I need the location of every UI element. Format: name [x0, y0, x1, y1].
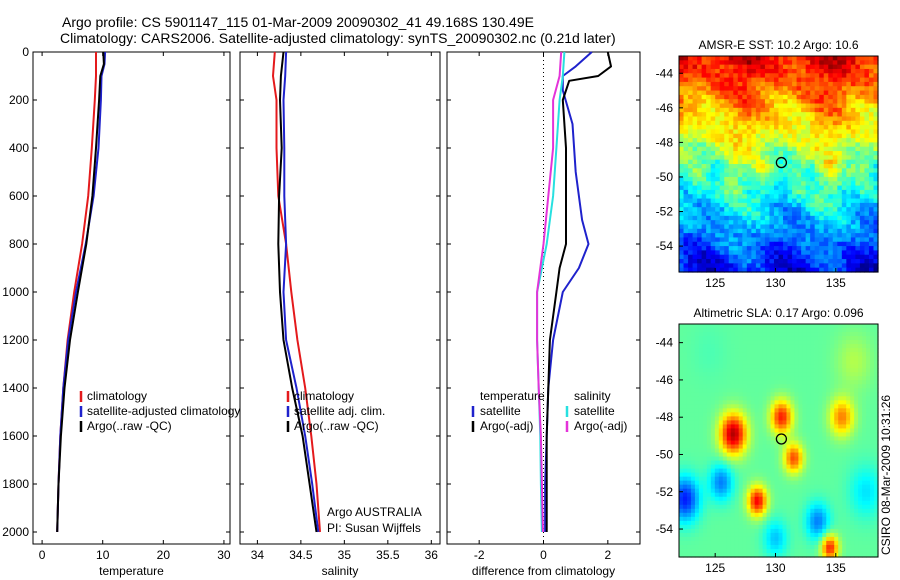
x-tick-label: 135 [826, 561, 846, 575]
legend-label: satellite [480, 404, 521, 418]
x-axis-label: salinity [322, 564, 359, 578]
legend-label: satellite-adjusted climatology [87, 404, 240, 418]
map-frame [678, 55, 879, 273]
x-tick-label: 20 [157, 548, 171, 562]
x-tick-label: 35.5 [376, 548, 400, 562]
legend-group-heading: salinity [574, 389, 611, 403]
y-tick-label: 1200 [2, 333, 29, 347]
x-tick-label: -2 [474, 548, 485, 562]
map-frame [678, 323, 879, 558]
y-tick-label: -46 [656, 373, 674, 387]
csiro-timestamp: CSIRO 08-Mar-2009 10:31:26 [879, 395, 893, 555]
series-line-climatology [272, 51, 321, 533]
x-tick-label: 36 [425, 548, 439, 562]
sla-map-panel: Altimetric SLA: 0.17 Argo: 0.096 125 130 13… [656, 306, 879, 575]
y-tick-label: 800 [9, 237, 29, 251]
series-line-temperature-argo-adj [545, 51, 612, 532]
sst-color-field [679, 56, 879, 273]
x-axis-label: difference from climatology [472, 564, 615, 578]
legend-group-heading: temperature [480, 389, 545, 403]
x-tick-label: 130 [765, 561, 785, 575]
argo-float-position-marker [775, 433, 788, 445]
x-tick-label: 34 [251, 548, 265, 562]
sst-map-panel: AMSR-E SST: 10.2 Argo: 10.6 125 130 135 -44 -… [656, 38, 879, 290]
x-tick-label: 125 [705, 561, 725, 575]
legend-label: Argo(-adj) [574, 419, 627, 433]
series-line-argo-raw-qc [56, 51, 105, 533]
x-tick-label: 0 [540, 548, 547, 562]
y-tick-label: 2000 [2, 525, 29, 539]
y-tick-label: -48 [656, 410, 674, 424]
y-tick-label: -50 [656, 447, 674, 461]
y-tick-label: -54 [656, 239, 674, 253]
argo-australia-label: Argo AUSTRALIA [327, 505, 422, 519]
x-tick-label: 10 [96, 548, 110, 562]
y-tick-label: -44 [656, 66, 674, 80]
y-tick-label: -52 [656, 485, 674, 499]
y-tick-label: 600 [9, 189, 29, 203]
sla-color-field [679, 324, 879, 558]
series-line-salinity-argo-adj [536, 51, 563, 533]
y-tick-label: 1800 [2, 477, 29, 491]
legend-label: satellite [574, 404, 615, 418]
y-tick-label: 1000 [2, 285, 29, 299]
y-tick-label: 1600 [2, 429, 29, 443]
y-tick-label: -46 [656, 101, 674, 115]
x-tick-label: 0 [39, 548, 46, 562]
x-tick-label: 135 [826, 276, 846, 290]
plot-frame [32, 51, 231, 545]
legend-label: Argo(-adj) [480, 419, 533, 433]
difference-profile-panel: -2 0 2 difference from climatology temperatu… [446, 51, 641, 578]
y-tick-label: -54 [656, 522, 674, 536]
legend-label: satellite adj. clim. [294, 404, 385, 418]
legend-label: Argo(..raw -QC) [87, 419, 172, 433]
y-tick-label: -44 [656, 336, 674, 350]
pi-label: PI: Susan Wijffels [327, 521, 421, 535]
legend-label: Argo(..raw -QC) [294, 419, 379, 433]
x-tick-label: 2 [604, 548, 611, 562]
series-line-satellite-adj-clim [282, 51, 320, 533]
legend-label: climatology [294, 389, 354, 403]
y-tick-label: 200 [9, 93, 29, 107]
x-tick-label: 130 [765, 276, 785, 290]
x-tick-label: 34.5 [289, 548, 313, 562]
plot-frame [239, 51, 441, 545]
y-tick-label: -48 [656, 135, 674, 149]
argo-float-position-marker [775, 156, 788, 169]
map-title: AMSR-E SST: 10.2 Argo: 10.6 [698, 38, 858, 52]
y-tick-label: -50 [656, 170, 674, 184]
x-axis-label: temperature [99, 564, 164, 578]
y-tick-label: 0 [22, 45, 29, 59]
x-tick-label: 30 [217, 548, 231, 562]
x-tick-label: 35 [338, 548, 352, 562]
plot-frame [446, 51, 641, 545]
y-tick-label: 1400 [2, 381, 29, 395]
series-line-argo-raw-qc [277, 51, 318, 533]
x-tick-label: 125 [705, 276, 725, 290]
legend-label: climatology [87, 389, 147, 403]
y-tick-label: -52 [656, 205, 674, 219]
y-tick-label: 400 [9, 141, 29, 155]
temperature-profile-panel: 0 10 20 30 0 200 400 600 800 1000 1200 1400 1600 1800… [2, 45, 240, 578]
map-title: Altimetric SLA: 0.17 Argo: 0.096 [693, 306, 863, 320]
figure-title-line-2: Climatology: CARS2006. Satellite-adjuste… [60, 30, 616, 46]
figure-title-line-1: Argo profile: CS 5901147_115 01-Mar-2009… [62, 14, 534, 30]
salinity-profile-panel: 34 34.5 35 35.5 36 salinity climatologysatelli… [239, 51, 441, 578]
